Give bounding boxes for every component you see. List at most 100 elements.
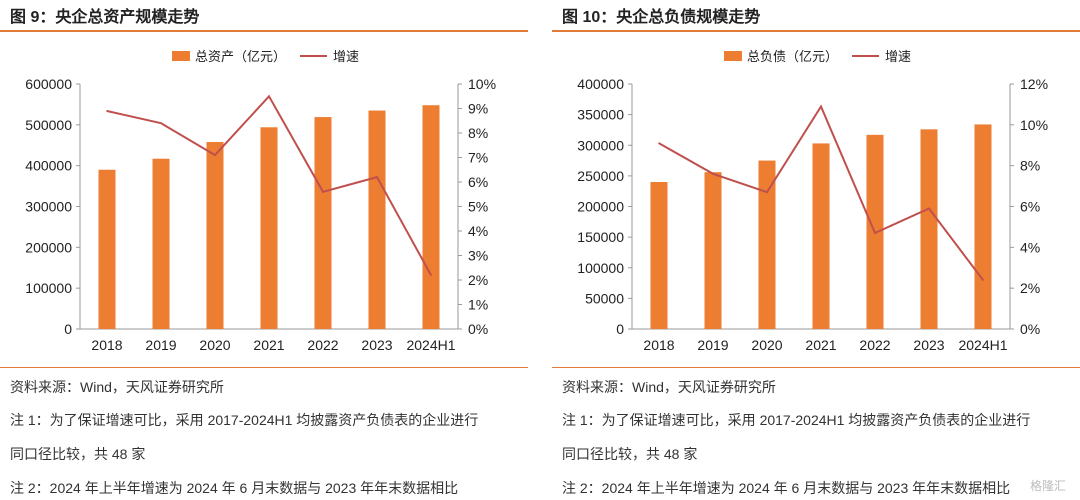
x-tick-label: 2019 bbox=[145, 337, 176, 353]
x-tick-label: 2020 bbox=[751, 337, 782, 353]
line-point bbox=[268, 95, 270, 98]
note-1: 注 1：为了保证增速可比，采用 2017-2024H1 均披露资产负债表的企业进… bbox=[562, 412, 1031, 428]
legend-bar-swatch bbox=[172, 51, 190, 61]
line-point bbox=[766, 191, 768, 194]
note-2: 注 2：2024 年上半年增速为 2024 年 6 月末数据与 2023 年年末… bbox=[10, 480, 459, 496]
y2-tick-label: 5% bbox=[468, 199, 488, 215]
x-tick-label: 2019 bbox=[697, 337, 728, 353]
source-note: 资料来源：Wind，天风证券研究所 bbox=[562, 379, 776, 395]
y2-tick-label: 0% bbox=[468, 321, 488, 337]
asset-chart-panel: 图 9：央企总资产规模走势 总资产（亿元） 增速 0 100000 200000 3000… bbox=[0, 0, 528, 500]
y2-tick-label: 3% bbox=[468, 248, 488, 264]
bar bbox=[206, 141, 224, 329]
line-point bbox=[928, 207, 930, 210]
y2-tick-label: 10% bbox=[468, 76, 496, 92]
x-tick-label: 2024H1 bbox=[406, 337, 455, 353]
x-tick-label: 2021 bbox=[805, 337, 836, 353]
legend: 总负债（亿元） 增速 bbox=[724, 49, 911, 64]
line-point bbox=[430, 274, 432, 276]
notes-divider bbox=[552, 367, 1080, 368]
y2-tick-label: 8% bbox=[468, 125, 488, 141]
x-tick-label: 2021 bbox=[253, 337, 284, 353]
y2-tick-label: 2% bbox=[468, 272, 488, 288]
line-point bbox=[376, 176, 378, 178]
bar bbox=[650, 182, 668, 329]
notes-divider bbox=[0, 367, 528, 368]
y-tick-label: 0 bbox=[64, 321, 72, 337]
y2-tick-label: 6% bbox=[1020, 199, 1040, 215]
bar bbox=[704, 172, 722, 329]
note-1: 注 1：为了保证增速可比，采用 2017-2024H1 均披露资产负债表的企业进… bbox=[10, 412, 479, 428]
line-point bbox=[322, 191, 324, 193]
legend-label: 增速 bbox=[885, 49, 911, 64]
bar bbox=[812, 143, 830, 329]
chart-title: 图 9：央企总资产规模走势 bbox=[10, 9, 200, 26]
bar bbox=[920, 129, 938, 329]
y-tick-label: 400000 bbox=[25, 158, 72, 174]
y2-tick-label: 8% bbox=[1020, 158, 1040, 174]
y-tick-label: 200000 bbox=[25, 239, 72, 255]
liability-chart: 总负债（亿元） 增速 0 50000 100000 150000 200000 250000 3… bbox=[577, 49, 1048, 353]
y-tick-label: 100000 bbox=[25, 280, 72, 296]
y2-tick-label: 7% bbox=[468, 150, 488, 166]
bar bbox=[98, 169, 116, 329]
legend: 总资产（亿元） 增速 bbox=[172, 49, 359, 64]
y-tick-label: 300000 bbox=[577, 137, 624, 153]
bar bbox=[422, 105, 440, 329]
line-point bbox=[160, 122, 162, 124]
title-divider bbox=[552, 30, 1080, 32]
note-2: 注 2：2024 年上半年增速为 2024 年 6 月末数据与 2023 年年末… bbox=[562, 480, 1011, 496]
x-tick-label: 2022 bbox=[307, 337, 338, 353]
y2-tick-label: 4% bbox=[1020, 239, 1040, 255]
x-tick-label: 2018 bbox=[91, 337, 122, 353]
x-tick-label: 2022 bbox=[859, 337, 890, 353]
bar bbox=[260, 127, 278, 330]
asset-chart: 总资产（亿元） 增速 0 100000 200000 300000 400000 500000… bbox=[25, 49, 496, 353]
y-tick-label: 150000 bbox=[577, 229, 624, 245]
legend-label: 总负债（亿元） bbox=[747, 49, 838, 64]
line-point bbox=[874, 232, 876, 234]
y-tick-label: 400000 bbox=[577, 76, 624, 92]
liability-chart-panel: 图 10：央企总负债规模走势 总负债（亿元） 增速 0 50000 100000 1500… bbox=[552, 0, 1080, 500]
y2-tick-label: 12% bbox=[1020, 76, 1048, 92]
y2-tick-label: 10% bbox=[1020, 117, 1048, 133]
x-tick-label: 2023 bbox=[361, 337, 392, 353]
chart-title: 图 10：央企总负债规模走势 bbox=[562, 9, 761, 26]
y-tick-label: 350000 bbox=[577, 107, 624, 123]
bar bbox=[368, 110, 386, 330]
note-1-continued: 同口径比较，共 48 家 bbox=[562, 446, 698, 462]
line-point bbox=[106, 110, 108, 112]
line-point bbox=[820, 105, 822, 108]
source-note: 资料来源：Wind，天风证券研究所 bbox=[10, 379, 224, 395]
y2-tick-label: 1% bbox=[468, 297, 488, 313]
y-tick-label: 300000 bbox=[25, 199, 72, 215]
line-point bbox=[658, 142, 660, 145]
y2-tick-label: 4% bbox=[468, 223, 488, 239]
note-1-continued: 同口径比较，共 48 家 bbox=[10, 446, 146, 462]
y-tick-label: 50000 bbox=[585, 290, 624, 306]
y2-tick-label: 2% bbox=[1020, 280, 1040, 296]
legend-label: 增速 bbox=[333, 49, 359, 64]
watermark: 格隆汇 bbox=[1029, 479, 1066, 493]
y-tick-label: 100000 bbox=[577, 260, 624, 276]
title-divider bbox=[0, 30, 528, 32]
line-point bbox=[712, 173, 714, 175]
x-tick-label: 2023 bbox=[913, 337, 944, 353]
y-tick-label: 250000 bbox=[577, 168, 624, 184]
bar bbox=[758, 160, 776, 329]
y2-tick-label: 0% bbox=[1020, 321, 1040, 337]
x-tick-label: 2020 bbox=[199, 337, 230, 353]
bar bbox=[314, 117, 332, 329]
y-tick-label: 600000 bbox=[25, 76, 72, 92]
y2-tick-label: 6% bbox=[468, 174, 488, 190]
bar bbox=[152, 158, 170, 329]
y-tick-label: 0 bbox=[616, 321, 624, 337]
bar bbox=[974, 124, 992, 329]
y-tick-label: 500000 bbox=[25, 117, 72, 133]
x-tick-label: 2024H1 bbox=[958, 337, 1007, 353]
y2-tick-label: 9% bbox=[468, 101, 488, 117]
line-point bbox=[214, 154, 216, 156]
legend-label: 总资产（亿元） bbox=[195, 49, 286, 64]
line-point bbox=[982, 279, 984, 281]
y-tick-label: 200000 bbox=[577, 199, 624, 215]
